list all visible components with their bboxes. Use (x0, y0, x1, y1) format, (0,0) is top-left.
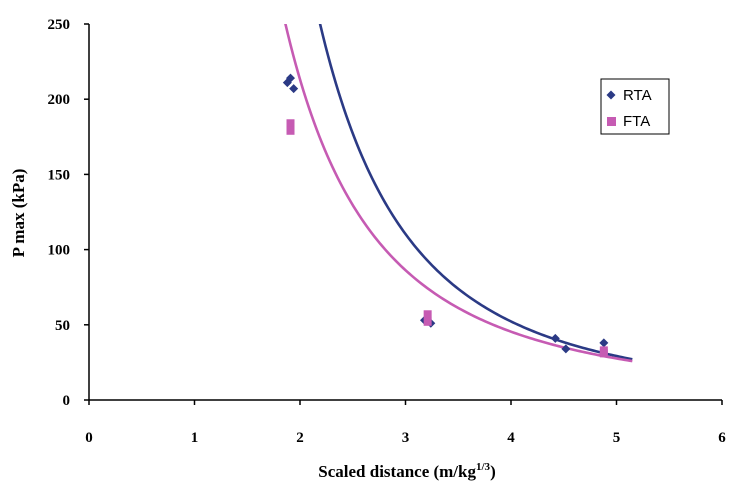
fit-line-rta (318, 24, 633, 361)
x-tick-label: 6 (718, 430, 726, 446)
x-tick-label: 0 (85, 430, 93, 446)
data-point-fta (423, 317, 432, 326)
y-tick-label: 100 (48, 243, 71, 259)
x-tick-label: 5 (613, 430, 621, 446)
data-point-rta (289, 84, 299, 94)
y-tick-label: 0 (63, 393, 71, 409)
x-tick-label: 3 (402, 430, 410, 446)
y-tick-label: 250 (48, 17, 71, 33)
data-points (282, 73, 609, 358)
legend-marker-rta (606, 90, 616, 100)
y-axis-title: P max (kPa) (9, 169, 28, 258)
x-axis-title: Scaled distance (m/kg1/3) (318, 461, 495, 481)
data-point-fta (599, 349, 608, 358)
data-point-rta (286, 73, 296, 83)
legend-label-fta: FTA (623, 113, 650, 130)
data-point-fta (286, 126, 295, 135)
y-tick-label: 50 (55, 318, 70, 334)
legend-label-rta: RTA (623, 87, 652, 104)
data-point-fta (423, 310, 432, 319)
x-tick-label: 4 (507, 430, 515, 446)
trend-lines (284, 24, 633, 363)
x-tick-label: 1 (191, 430, 199, 446)
data-point-fta (286, 119, 295, 128)
axes (84, 23, 723, 405)
x-tick-label: 2 (296, 430, 304, 446)
y-tick-label: 200 (48, 92, 71, 108)
data-point-rta (599, 338, 609, 348)
tick-labels: 0 1 2 3 4 5 6 0 50 100 150 200 250 (48, 17, 727, 446)
data-point-rta (561, 344, 571, 354)
y-tick-label: 150 (48, 167, 71, 183)
legend-marker-fta (607, 117, 616, 126)
data-point-rta (550, 333, 560, 343)
fit-line-fta (284, 24, 633, 363)
legend: RTA FTA (600, 78, 670, 135)
